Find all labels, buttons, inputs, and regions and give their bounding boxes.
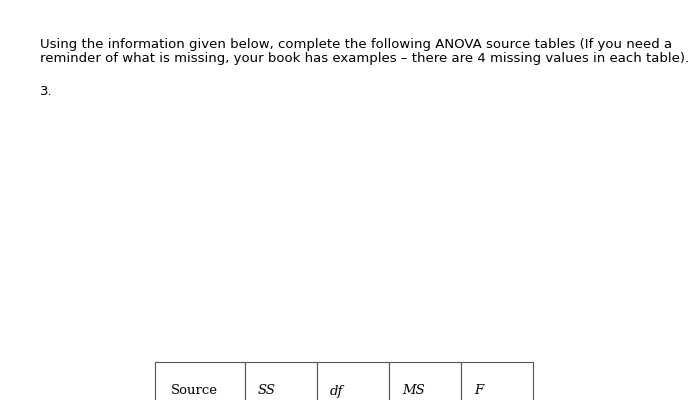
Text: reminder of what is missing, your book has examples – there are 4 missing values: reminder of what is missing, your book h… xyxy=(40,52,689,65)
Text: Using the information given below, complete the following ANOVA source tables (I: Using the information given below, compl… xyxy=(40,38,672,51)
Text: 3.: 3. xyxy=(40,85,53,98)
Bar xyxy=(389,362,461,400)
Bar xyxy=(155,362,245,400)
Text: MS: MS xyxy=(402,384,424,398)
Bar xyxy=(461,362,533,400)
Text: SS: SS xyxy=(258,384,276,398)
Bar xyxy=(317,362,389,400)
Text: F: F xyxy=(474,384,483,398)
Text: df: df xyxy=(330,384,344,398)
Bar xyxy=(245,362,317,400)
Text: Source: Source xyxy=(171,384,218,398)
